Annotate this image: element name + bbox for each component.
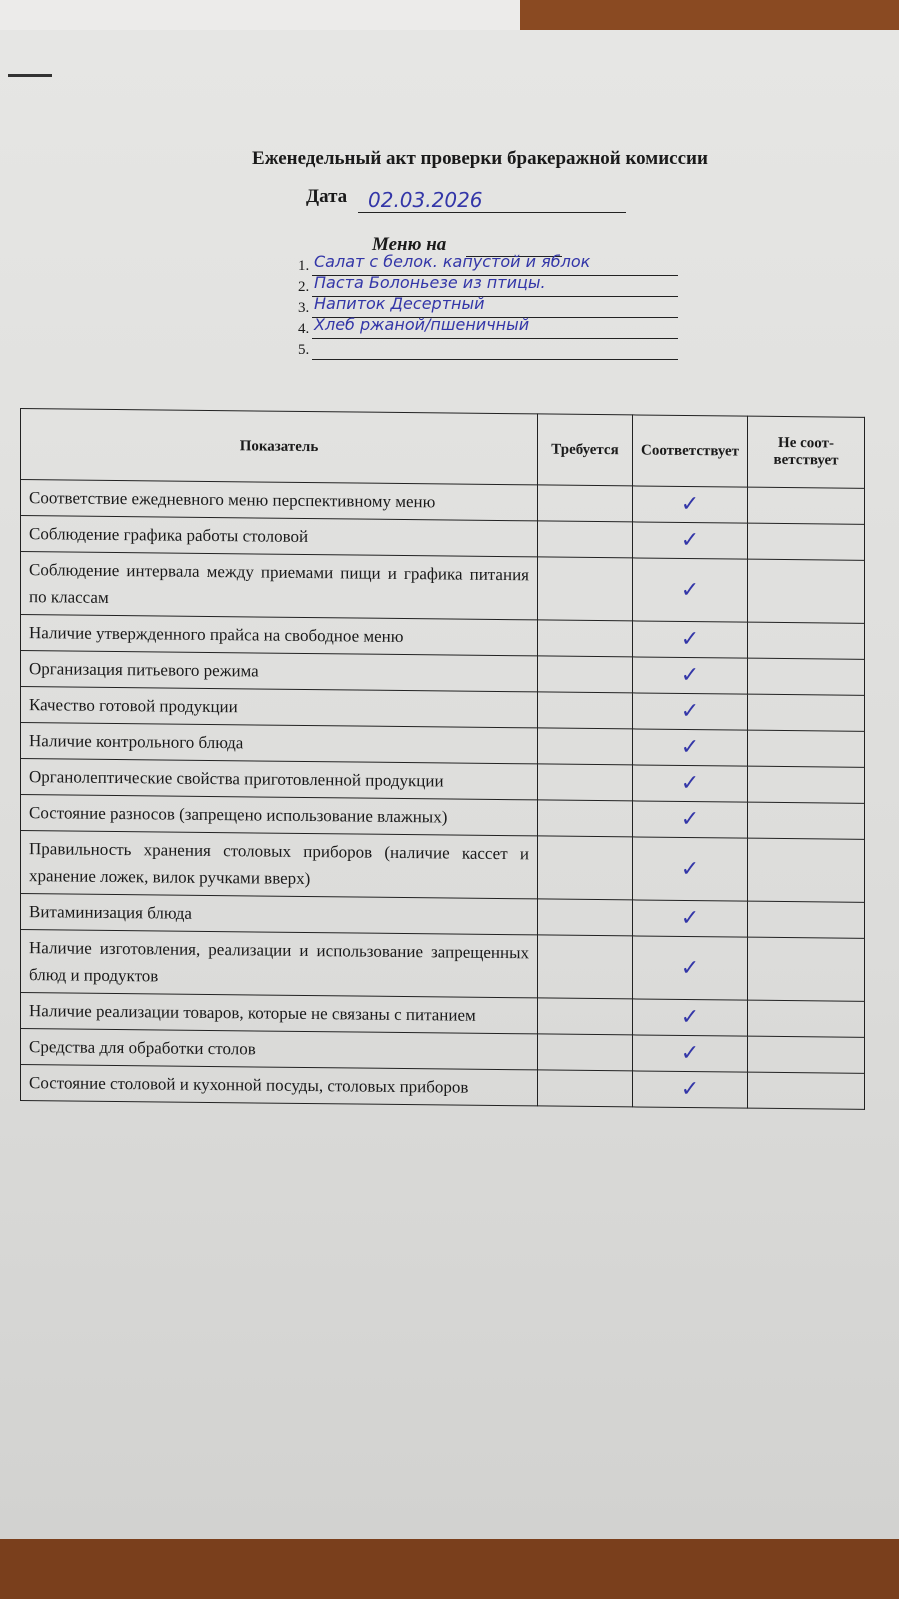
indicator-cell: Соответствие ежедневного меню перспектив… <box>20 479 538 521</box>
menu-item-line <box>312 275 678 276</box>
not-complies-cell <box>747 937 865 1002</box>
menu-item: 2. Паста Болоньезе из птицы. <box>298 273 678 297</box>
table-row: Правильность хранения столовых приборов … <box>20 830 865 903</box>
required-cell <box>537 619 633 657</box>
required-cell <box>537 1033 633 1071</box>
menu-item-value: Хлеб ржаной/пшеничный <box>314 315 530 334</box>
menu-item-line <box>312 338 678 339</box>
check-icon: ✓ <box>632 521 748 560</box>
table-row: Наличие изготовления, реализации и испол… <box>20 929 865 1002</box>
check-icon: ✓ <box>632 935 748 1001</box>
check-icon: ✓ <box>632 764 748 803</box>
required-cell <box>537 997 633 1035</box>
required-cell <box>537 556 633 621</box>
date-label: Дата <box>306 186 348 207</box>
indicator-cell: Соблюдение интервала между приемами пищи… <box>20 551 538 620</box>
document-title: Еженедельный акт проверки бракеражной ко… <box>252 148 708 169</box>
corner-mark <box>8 74 52 77</box>
check-icon: ✓ <box>632 692 748 731</box>
not-complies-cell <box>747 730 865 768</box>
not-complies-cell <box>747 802 865 840</box>
indicator-cell: Качество готовой продукции <box>20 686 538 728</box>
indicator-cell: Состояние столовой и кухонной посуды, ст… <box>20 1064 538 1106</box>
check-icon: ✓ <box>632 899 748 938</box>
check-icon: ✓ <box>632 1034 748 1073</box>
background-paper <box>0 0 520 33</box>
menu-item-value: Паста Болоньезе из птицы. <box>314 273 546 292</box>
required-cell <box>537 1069 633 1107</box>
not-complies-cell <box>747 523 865 561</box>
indicator-cell: Органолептические свойства приготовленно… <box>20 758 538 800</box>
inspection-table: Показатель Требуется Соответствует Не со… <box>20 408 865 1110</box>
menu-item-number: 2. <box>298 279 310 295</box>
indicator-cell: Витаминизация блюда <box>20 893 538 935</box>
document-sheet <box>0 30 899 1542</box>
required-cell <box>537 727 633 765</box>
menu-item-line <box>312 317 678 318</box>
menu-label: Меню на <box>372 234 447 255</box>
not-complies-cell <box>747 658 865 696</box>
menu-item-value: Салат с белок. капустой и яблок <box>314 252 591 271</box>
indicator-cell: Состояние разносов (запрещено использова… <box>20 794 538 836</box>
not-complies-cell <box>747 1036 865 1074</box>
menu-date-line <box>466 256 562 257</box>
not-complies-cell <box>747 1072 865 1110</box>
not-complies-cell <box>747 622 865 660</box>
check-icon: ✓ <box>632 998 748 1037</box>
required-cell <box>537 691 633 729</box>
required-cell <box>537 520 633 558</box>
header-indicator: Показатель <box>20 408 538 485</box>
menu-item-number: 5. <box>298 342 310 358</box>
header-not-complies: Не соот-ветствует <box>747 416 865 489</box>
table-row: Соблюдение интервала между приемами пищи… <box>20 551 865 624</box>
required-cell <box>537 655 633 693</box>
check-icon: ✓ <box>632 557 748 623</box>
table-header-row: Показатель Требуется Соответствует Не со… <box>20 408 865 489</box>
indicator-cell: Правильность хранения столовых приборов … <box>20 830 538 899</box>
date-line <box>358 212 626 213</box>
check-icon: ✓ <box>632 800 748 839</box>
check-icon: ✓ <box>632 1070 748 1109</box>
not-complies-cell <box>747 559 865 624</box>
check-icon: ✓ <box>632 836 748 902</box>
not-complies-cell <box>747 487 865 525</box>
menu-item-number: 1. <box>298 258 310 274</box>
check-icon: ✓ <box>632 620 748 659</box>
indicator-cell: Соблюдение графика работы столовой <box>20 515 538 557</box>
desk-surface-bottom <box>0 1539 899 1599</box>
not-complies-cell <box>747 1000 865 1038</box>
indicator-cell: Средства для обработки столов <box>20 1028 538 1070</box>
required-cell <box>537 898 633 936</box>
required-cell <box>537 934 633 999</box>
date-value: 02.03.2026 <box>368 188 483 212</box>
indicator-cell: Наличие утвержденного прайса на свободно… <box>20 614 538 656</box>
menu-item: 5. <box>298 340 678 360</box>
not-complies-cell <box>747 838 865 903</box>
required-cell <box>537 799 633 837</box>
not-complies-cell <box>747 766 865 804</box>
menu-item: 3. Напиток Десертный <box>298 294 678 318</box>
check-icon: ✓ <box>632 728 748 767</box>
menu-item-line <box>312 296 678 297</box>
not-complies-cell <box>747 901 865 939</box>
required-cell <box>537 835 633 900</box>
menu-item-value: Напиток Десертный <box>314 294 485 313</box>
menu-item: 4. Хлеб ржаной/пшеничный <box>298 315 678 339</box>
menu-item: 1. Салат с белок. капустой и яблок <box>298 252 678 276</box>
indicator-cell: Наличие реализации товаров, которые не с… <box>20 992 538 1034</box>
indicator-cell: Организация питьевого режима <box>20 650 538 692</box>
header-required: Требуется <box>537 413 633 486</box>
required-cell <box>537 484 633 522</box>
menu-item-number: 4. <box>298 321 310 337</box>
indicator-cell: Наличие изготовления, реализации и испол… <box>20 929 538 998</box>
not-complies-cell <box>747 694 865 732</box>
menu-item-number: 3. <box>298 300 310 316</box>
check-icon: ✓ <box>632 485 748 524</box>
check-icon: ✓ <box>632 656 748 695</box>
header-complies: Соответствует <box>632 414 748 488</box>
indicator-cell: Наличие контрольного блюда <box>20 722 538 764</box>
required-cell <box>537 763 633 801</box>
menu-item-line <box>312 359 678 360</box>
